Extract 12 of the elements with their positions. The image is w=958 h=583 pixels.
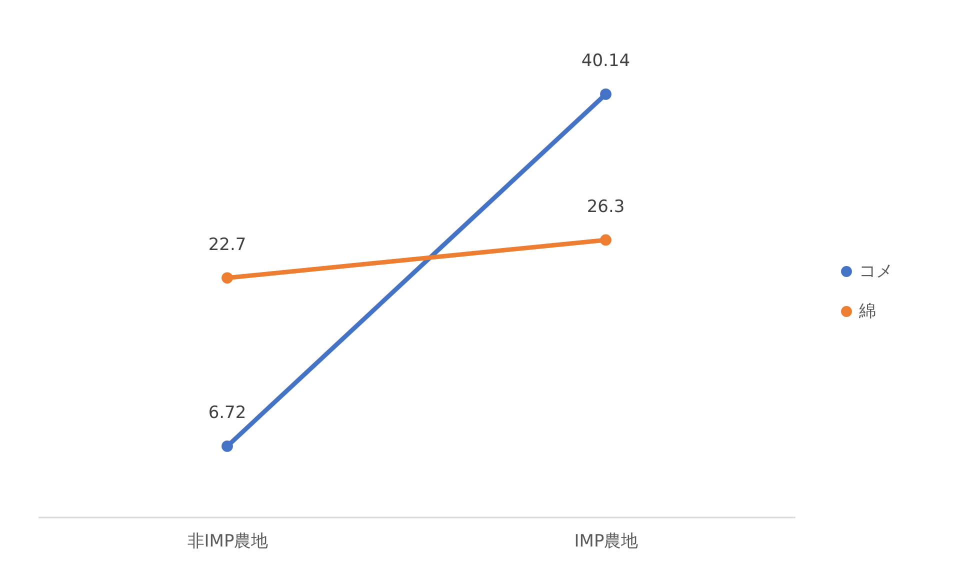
x-tick-label: 非IMP農地 — [187, 532, 268, 552]
data-label: 22.7 — [208, 234, 246, 255]
point — [222, 440, 233, 452]
data-label: 26.3 — [586, 196, 625, 217]
data-label: 40.14 — [581, 51, 630, 72]
data-label: 6.72 — [208, 403, 246, 424]
x-tick-label: IMP農地 — [574, 532, 638, 552]
point — [222, 272, 233, 284]
point — [600, 234, 612, 246]
point — [600, 88, 612, 100]
legend-label: 綿 — [858, 302, 876, 322]
legend-label: コメ — [859, 262, 893, 282]
